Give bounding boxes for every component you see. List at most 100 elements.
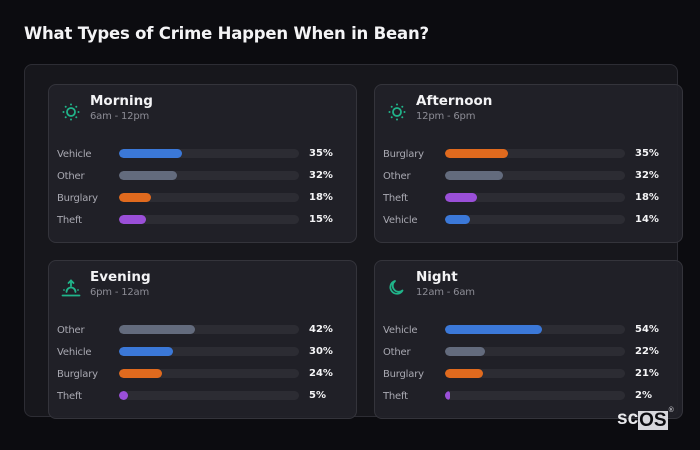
bar-label: Theft bbox=[57, 215, 82, 226]
bar-label: Theft bbox=[57, 391, 82, 402]
bar-fill bbox=[445, 149, 508, 158]
bar-fill bbox=[445, 347, 485, 356]
bar-track bbox=[119, 215, 299, 224]
bar-row: Theft 18% bbox=[383, 191, 673, 213]
bar-value: 14% bbox=[635, 214, 659, 225]
card-morning: Morning 6am - 12pm Vehicle 35% Other 32% Burgl… bbox=[48, 84, 357, 243]
bar-label: Theft bbox=[383, 391, 408, 402]
card-title: Morning bbox=[90, 93, 153, 109]
bar-value: 54% bbox=[635, 324, 659, 335]
bar-track bbox=[445, 149, 625, 158]
card-subtitle: 12pm - 6pm bbox=[416, 111, 476, 122]
bar-row: Vehicle 35% bbox=[57, 147, 347, 169]
card-header: Afternoon 12pm - 6pm bbox=[387, 93, 492, 123]
bar-value: 24% bbox=[309, 368, 333, 379]
bar-value: 5% bbox=[309, 390, 326, 401]
bar-list: Other 42% Vehicle 30% Burglary 24% Theft 5% bbox=[57, 323, 347, 411]
card-evening: Evening 6pm - 12am Other 42% Vehicle 30% Burgl… bbox=[48, 260, 357, 419]
bar-track bbox=[119, 347, 299, 356]
card-heading: Evening 6pm - 12am bbox=[90, 269, 151, 299]
sunset-icon bbox=[61, 278, 81, 298]
bar-label: Burglary bbox=[383, 149, 424, 160]
card-header: Evening 6pm - 12am bbox=[61, 269, 151, 299]
page-title: What Types of Crime Happen When in Bean? bbox=[24, 24, 429, 43]
card-title: Evening bbox=[90, 269, 151, 285]
bar-row: Theft 15% bbox=[57, 213, 347, 235]
bar-fill bbox=[119, 215, 146, 224]
bar-value: 30% bbox=[309, 346, 333, 357]
bar-row: Other 32% bbox=[57, 169, 347, 191]
bar-fill bbox=[445, 171, 503, 180]
bar-track bbox=[445, 171, 625, 180]
scos-logo: sc OS ® bbox=[617, 407, 674, 431]
bar-value: 21% bbox=[635, 368, 659, 379]
sun-icon bbox=[387, 102, 407, 122]
bar-track bbox=[445, 391, 625, 400]
bar-label: Burglary bbox=[383, 369, 424, 380]
card-title: Afternoon bbox=[416, 93, 493, 109]
bar-track bbox=[119, 149, 299, 158]
bar-row: Vehicle 54% bbox=[383, 323, 673, 345]
bar-fill bbox=[445, 325, 543, 334]
bar-row: Burglary 18% bbox=[57, 191, 347, 213]
card-header: Morning 6am - 12pm bbox=[61, 93, 153, 123]
bar-track bbox=[445, 325, 625, 334]
card-heading: Morning 6am - 12pm bbox=[90, 93, 153, 123]
bar-value: 15% bbox=[309, 214, 333, 225]
bar-row: Vehicle 30% bbox=[57, 345, 347, 367]
bar-label: Theft bbox=[383, 193, 408, 204]
bar-row: Other 42% bbox=[57, 323, 347, 345]
bar-value: 35% bbox=[309, 148, 333, 159]
bar-track bbox=[119, 369, 299, 378]
bar-track bbox=[445, 369, 625, 378]
bar-value: 42% bbox=[309, 324, 333, 335]
card-header: Night 12am - 6am bbox=[387, 269, 475, 299]
bar-label: Other bbox=[57, 325, 85, 336]
bar-row: Vehicle 14% bbox=[383, 213, 673, 235]
bar-track bbox=[119, 193, 299, 202]
bar-fill bbox=[119, 193, 152, 202]
bar-fill bbox=[119, 391, 128, 400]
bar-row: Burglary 21% bbox=[383, 367, 673, 389]
bar-value: 18% bbox=[635, 192, 659, 203]
bar-fill bbox=[119, 149, 182, 158]
card-subtitle: 6am - 12pm bbox=[90, 111, 150, 122]
bar-value: 22% bbox=[635, 346, 659, 357]
bar-value: 35% bbox=[635, 148, 659, 159]
bar-track bbox=[119, 325, 299, 334]
card-subtitle: 6pm - 12am bbox=[90, 287, 150, 298]
bar-value: 32% bbox=[635, 170, 659, 181]
bar-label: Vehicle bbox=[383, 325, 418, 336]
logo-os: OS bbox=[638, 410, 668, 431]
bar-track bbox=[445, 215, 625, 224]
bar-value: 18% bbox=[309, 192, 333, 203]
bar-row: Burglary 35% bbox=[383, 147, 673, 169]
bar-list: Burglary 35% Other 32% Theft 18% Vehicle 14% bbox=[383, 147, 673, 235]
bar-row: Theft 5% bbox=[57, 389, 347, 411]
bar-fill bbox=[119, 347, 173, 356]
bar-fill bbox=[445, 369, 483, 378]
bar-label: Vehicle bbox=[57, 149, 92, 160]
moon-icon bbox=[387, 278, 407, 298]
bar-label: Other bbox=[57, 171, 85, 182]
bar-fill bbox=[119, 325, 195, 334]
bar-fill bbox=[445, 391, 450, 400]
card-heading: Night 12am - 6am bbox=[416, 269, 475, 299]
card-night: Night 12am - 6am Vehicle 54% Other 22% Burglar… bbox=[374, 260, 683, 419]
bar-label: Other bbox=[383, 171, 411, 182]
bar-list: Vehicle 35% Other 32% Burglary 18% Theft 15% bbox=[57, 147, 347, 235]
bar-label: Burglary bbox=[57, 193, 98, 204]
card-afternoon: Afternoon 12pm - 6pm Burglary 35% Other 32% Th… bbox=[374, 84, 683, 243]
logo-sc: sc bbox=[617, 408, 639, 429]
card-title: Night bbox=[416, 269, 458, 285]
bar-fill bbox=[445, 215, 471, 224]
bar-row: Other 32% bbox=[383, 169, 673, 191]
bar-fill bbox=[119, 171, 177, 180]
bar-value: 32% bbox=[309, 170, 333, 181]
bar-value: 2% bbox=[635, 390, 652, 401]
bar-list: Vehicle 54% Other 22% Burglary 21% Theft 2% bbox=[383, 323, 673, 411]
card-subtitle: 12am - 6am bbox=[416, 287, 475, 298]
sun-icon bbox=[61, 102, 81, 122]
bar-label: Vehicle bbox=[57, 347, 92, 358]
bar-track bbox=[119, 171, 299, 180]
